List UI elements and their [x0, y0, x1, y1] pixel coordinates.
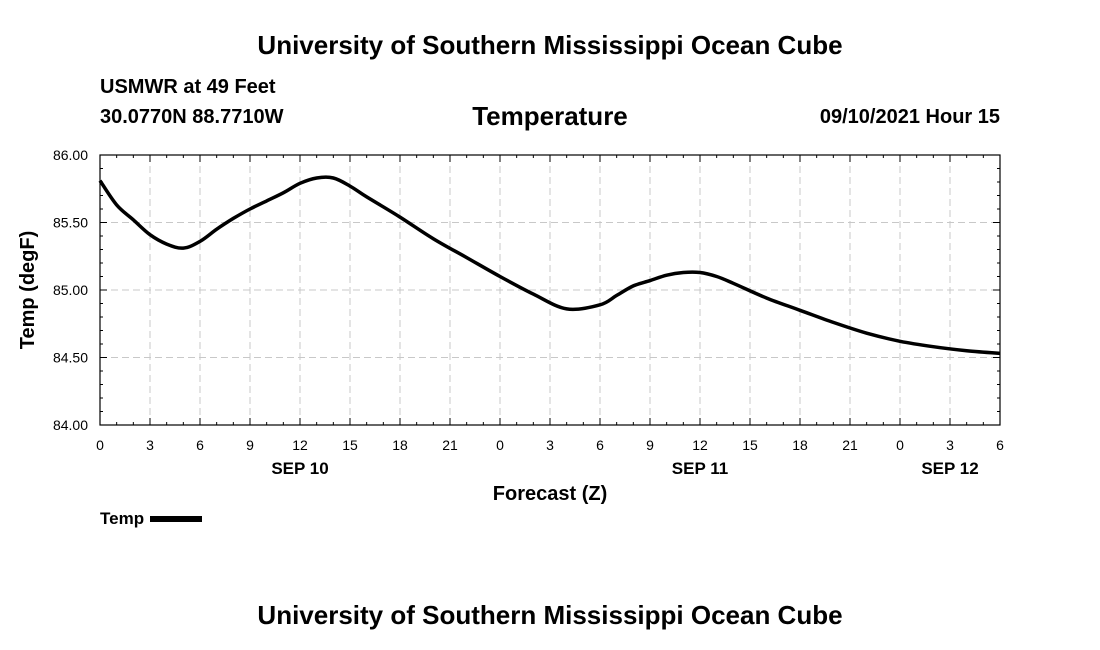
legend-label: Temp	[100, 509, 145, 528]
x-day-label: SEP 10	[271, 459, 328, 478]
x-tick-label: 12	[692, 437, 708, 453]
chart-title: Temperature	[472, 101, 628, 131]
x-tick-label: 0	[496, 437, 504, 453]
x-tick-label: 18	[792, 437, 808, 453]
x-tick-label: 0	[896, 437, 904, 453]
x-tick-label: 6	[196, 437, 204, 453]
station-label: USMWR at 49 Feet	[100, 76, 276, 98]
y-axis-label: Temp (degF)	[17, 231, 39, 350]
plot-frame	[99, 154, 1001, 426]
x-tick-label: 9	[646, 437, 654, 453]
y-tick-label: 84.50	[53, 350, 88, 366]
series-line-temp	[98, 175, 1001, 356]
datetime-label: 09/10/2021 Hour 15	[819, 106, 1000, 128]
x-tick-label: 0	[96, 437, 104, 453]
x-axis-label: Forecast (Z)	[493, 483, 607, 505]
y-tick-label: 84.00	[53, 417, 88, 433]
x-tick-label: 18	[392, 437, 408, 453]
coordinates-label: 30.0770N 88.7710W	[100, 106, 284, 128]
legend: Temp	[100, 509, 203, 531]
header-title: University of Southern Mississippi Ocean…	[257, 30, 843, 60]
x-tick-label: 21	[842, 437, 858, 453]
x-day-label: SEP 11	[672, 459, 728, 478]
x-tick-label: 15	[742, 437, 758, 453]
x-tick-label: 3	[546, 437, 554, 453]
x-tick-label: 9	[246, 437, 254, 453]
footer-title: University of Southern Mississippi Ocean…	[257, 600, 843, 630]
x-tick-label: 6	[996, 437, 1004, 453]
x-tick-label: 6	[596, 437, 604, 453]
y-tick-label: 85.50	[53, 215, 88, 231]
y-tick-label: 86.00	[53, 147, 88, 163]
x-day-label: SEP 12	[921, 459, 978, 478]
y-tick-label: 85.00	[53, 282, 88, 298]
x-tick-label: 12	[292, 437, 308, 453]
x-tick-label: 3	[946, 437, 954, 453]
x-tick-label: 15	[342, 437, 358, 453]
x-tick-label: 21	[442, 437, 458, 453]
legend-line-swatch	[150, 516, 203, 522]
x-tick-label: 3	[146, 437, 154, 453]
